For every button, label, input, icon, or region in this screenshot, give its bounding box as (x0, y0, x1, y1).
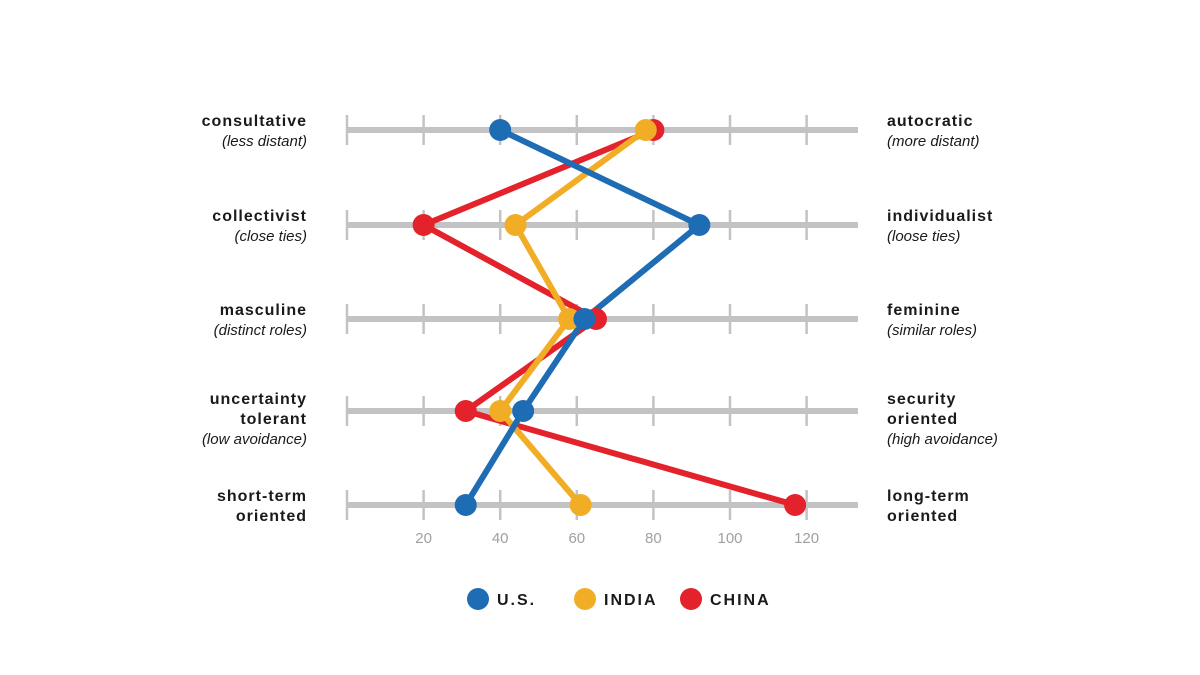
dimension-right-sublabel: (high avoidance) (887, 431, 998, 448)
dimension-right-sublabel: (loose ties) (887, 228, 960, 245)
dimension-right-sublabel: (similar roles) (887, 322, 977, 339)
legend-item-india: INDIA (574, 588, 658, 610)
dimension-left-sublabel: (distinct roles) (214, 322, 307, 339)
dimension-right-label: individualist (887, 208, 993, 225)
scale-rail-1 (345, 115, 858, 145)
data-point-india (504, 214, 527, 236)
data-point-india (569, 494, 592, 516)
data-point-china (412, 214, 435, 236)
legend-swatch (574, 588, 596, 610)
dimension-left-label: tolerant (240, 411, 307, 428)
legend-swatch (680, 588, 702, 610)
legend-swatch (467, 588, 489, 610)
dimension-right-label: long-term (887, 488, 970, 505)
data-point-us (454, 494, 477, 516)
dimension-right-label: oriented (887, 508, 958, 525)
dimension-left-label: oriented (236, 508, 307, 525)
scale-rail-4 (345, 396, 858, 426)
data-point-us (512, 400, 535, 422)
legend-label: INDIA (604, 592, 658, 609)
dimension-right-label: autocratic (887, 113, 973, 130)
dimension-right-label: security (887, 391, 956, 408)
data-point-india (634, 119, 657, 141)
dimension-right-label: feminine (887, 302, 961, 319)
dimension-left-label: short-term (217, 488, 307, 505)
dimension-right-sublabel: (more distant) (887, 133, 980, 150)
dimension-left-label: collectivist (212, 208, 307, 225)
dimension-left-sublabel: (low avoidance) (202, 431, 307, 448)
data-point-us (573, 308, 596, 330)
legend-label: U.S. (497, 592, 536, 609)
x-tick-label: 60 (568, 530, 585, 547)
x-tick-label: 100 (717, 530, 742, 547)
legend-item-us: U.S. (467, 588, 536, 610)
dimension-left-label: consultative (202, 113, 307, 130)
dimension-left-label: uncertainty (210, 391, 307, 408)
data-point-india (489, 400, 512, 422)
x-tick-label: 40 (492, 530, 509, 547)
data-point-china (784, 494, 807, 516)
x-tick-label: 120 (794, 530, 819, 547)
data-point-us (688, 214, 711, 236)
data-point-india (558, 308, 581, 330)
dimension-left-sublabel: (less distant) (222, 133, 307, 150)
data-point-china (454, 400, 477, 422)
x-tick-label: 20 (415, 530, 432, 547)
dimension-left-label: masculine (220, 302, 307, 319)
x-tick-label: 80 (645, 530, 662, 547)
legend-item-china: CHINA (680, 588, 771, 610)
data-point-us (489, 119, 512, 141)
legend-label: CHINA (710, 592, 771, 609)
dimension-left-sublabel: (close ties) (234, 228, 307, 245)
scale-rail-5 (345, 490, 858, 520)
dimension-right-label: oriented (887, 411, 958, 428)
